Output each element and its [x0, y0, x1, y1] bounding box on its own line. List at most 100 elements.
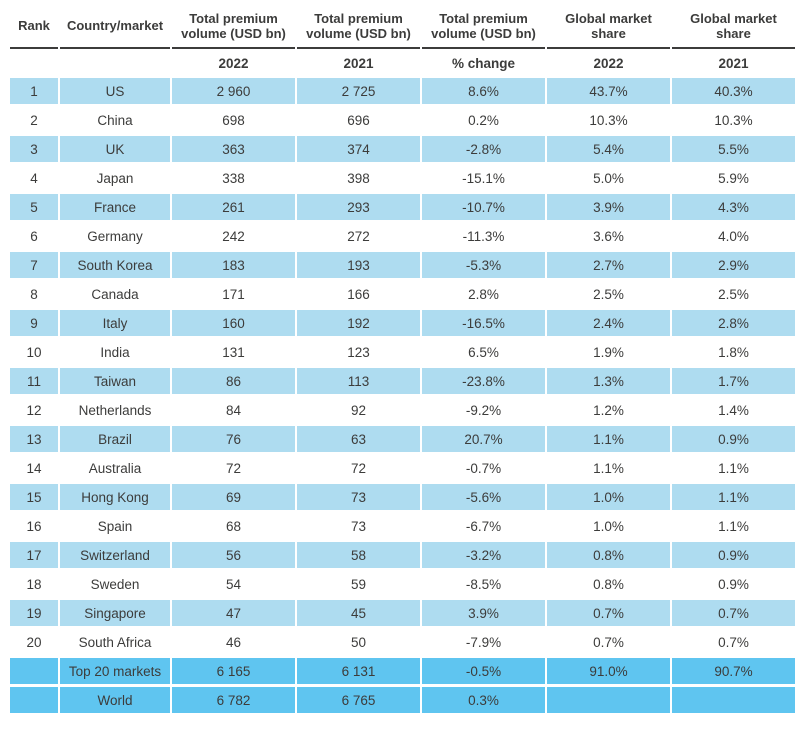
table-row: 2 China 698 696 0.2% 10.3% 10.3%	[10, 107, 795, 133]
cell-share2022: 0.7%	[547, 600, 670, 626]
cell-rank: 15	[10, 484, 58, 510]
cell-rank: 13	[10, 426, 58, 452]
cell-vol2021: 193	[297, 252, 420, 278]
cell-change: -0.7%	[465, 460, 502, 476]
cell-vol2022: 242	[222, 228, 245, 244]
cell-change: -0.5%	[422, 658, 545, 684]
summary-row: World 6 782 6 765 0.3%	[10, 687, 795, 713]
cell-share2021: 0.9%	[672, 426, 795, 452]
cell-vol2022: 160	[172, 310, 295, 336]
cell-share2022: 2.5%	[593, 286, 624, 302]
cell-rank: 14	[26, 460, 42, 476]
cell-rank: 19	[10, 600, 58, 626]
cell-country: China	[97, 112, 133, 128]
table-row: 9 Italy 160 192 -16.5% 2.4% 2.8%	[10, 310, 795, 336]
cell-country: World	[60, 687, 170, 713]
cell-country: Sweden	[90, 576, 140, 592]
cell-country: South Africa	[78, 634, 152, 650]
cell-change: 0.2%	[468, 112, 499, 128]
cell-share2021: 4.3%	[672, 194, 795, 220]
header-title-row: Rank Country/market Total premium volume…	[10, 9, 795, 49]
cell-share2021: 2.5%	[718, 286, 749, 302]
cell-vol2022: 338	[222, 170, 245, 186]
cell-share2022: 5.4%	[547, 136, 670, 162]
cell-country: Top 20 markets	[60, 658, 170, 684]
cell-vol2021: 92	[350, 402, 367, 418]
cell-rank: 8	[30, 286, 38, 302]
cell-country: South Korea	[60, 252, 170, 278]
cell-rank: 2	[30, 112, 38, 128]
cell-change: -10.7%	[422, 194, 545, 220]
cell-vol2021: 696	[347, 112, 370, 128]
cell-vol2021: 73	[350, 518, 367, 534]
cell-vol2022: 47	[172, 600, 295, 626]
table-row: 12 Netherlands 84 92 -9.2% 1.2% 1.4%	[10, 397, 795, 423]
cell-rank: 12	[26, 402, 42, 418]
cell-country: Taiwan	[60, 368, 170, 394]
cell-vol2022: 698	[222, 112, 245, 128]
header-total-premium-2021: Total premium volume (USD bn)	[297, 9, 420, 49]
header-country-market: Country/market	[60, 9, 170, 49]
cell-country: Hong Kong	[60, 484, 170, 510]
cell-vol2022: 183	[172, 252, 295, 278]
cell-vol2021: 63	[297, 426, 420, 452]
cell-change: 3.9%	[422, 600, 545, 626]
cell-share2021: 5.5%	[672, 136, 795, 162]
cell-change: -8.5%	[465, 576, 502, 592]
table-row: 10 India 131 123 6.5% 1.9% 1.8%	[10, 339, 795, 365]
table-row: 4 Japan 338 398 -15.1% 5.0% 5.9%	[10, 165, 795, 191]
cell-vol2022: 54	[225, 576, 242, 592]
subheader-share-2021: 2021	[718, 56, 749, 71]
cell-country: Germany	[87, 228, 143, 244]
cell-rank: 6	[30, 228, 38, 244]
cell-share2021: 0.7%	[672, 600, 795, 626]
table-row: 11 Taiwan 86 113 -23.8% 1.3% 1.7%	[10, 368, 795, 394]
table-row: 1 US 2 960 2 725 8.6% 43.7% 40.3%	[10, 78, 795, 104]
cell-share2021	[672, 687, 795, 713]
table-body: 1 US 2 960 2 725 8.6% 43.7% 40.3% 2 China 698 696 0…	[10, 78, 795, 713]
cell-vol2021: 73	[297, 484, 420, 510]
cell-country: Canada	[91, 286, 139, 302]
cell-change: -7.9%	[465, 634, 502, 650]
cell-share2021: 5.9%	[718, 170, 749, 186]
table-row: 8 Canada 171 166 2.8% 2.5% 2.5%	[10, 281, 795, 307]
table-header: Rank Country/market Total premium volume…	[10, 9, 795, 75]
cell-vol2022: 86	[172, 368, 295, 394]
cell-share2022: 0.7%	[593, 634, 624, 650]
cell-share2021: 90.7%	[672, 658, 795, 684]
cell-rank: 1	[10, 78, 58, 104]
cell-change: 8.6%	[422, 78, 545, 104]
cell-share2022: 3.6%	[593, 228, 624, 244]
cell-country: UK	[60, 136, 170, 162]
cell-change: -11.3%	[462, 228, 505, 244]
cell-change: -9.2%	[465, 402, 502, 418]
cell-vol2022: 69	[172, 484, 295, 510]
cell-share2022: 1.1%	[547, 426, 670, 452]
cell-vol2021: 398	[347, 170, 370, 186]
table-row: 16 Spain 68 73 -6.7% 1.0% 1.1%	[10, 513, 795, 539]
cell-change: -16.5%	[422, 310, 545, 336]
cell-share2021: 40.3%	[672, 78, 795, 104]
table-row: 5 France 261 293 -10.7% 3.9% 4.3%	[10, 194, 795, 220]
cell-rank: 7	[10, 252, 58, 278]
cell-share2021: 4.0%	[718, 228, 749, 244]
cell-share2022	[547, 687, 670, 713]
cell-share2022: 1.0%	[547, 484, 670, 510]
cell-change: -5.3%	[422, 252, 545, 278]
table-row: 20 South Africa 46 50 -7.9% 0.7% 0.7%	[10, 629, 795, 655]
table-row: 6 Germany 242 272 -11.3% 3.6% 4.0%	[10, 223, 795, 249]
cell-share2022: 1.1%	[593, 460, 624, 476]
cell-vol2022: 68	[225, 518, 242, 534]
cell-share2021: 10.3%	[714, 112, 753, 128]
cell-vol2022: 363	[172, 136, 295, 162]
cell-country: Singapore	[60, 600, 170, 626]
cell-vol2021: 272	[347, 228, 370, 244]
cell-rank	[10, 687, 58, 713]
subheader-country	[60, 52, 170, 75]
cell-country: Japan	[96, 170, 134, 186]
cell-vol2021: 45	[297, 600, 420, 626]
cell-share2021: 0.7%	[718, 634, 749, 650]
cell-rank: 17	[10, 542, 58, 568]
cell-country: Netherlands	[78, 402, 152, 418]
cell-share2022: 2.7%	[547, 252, 670, 278]
